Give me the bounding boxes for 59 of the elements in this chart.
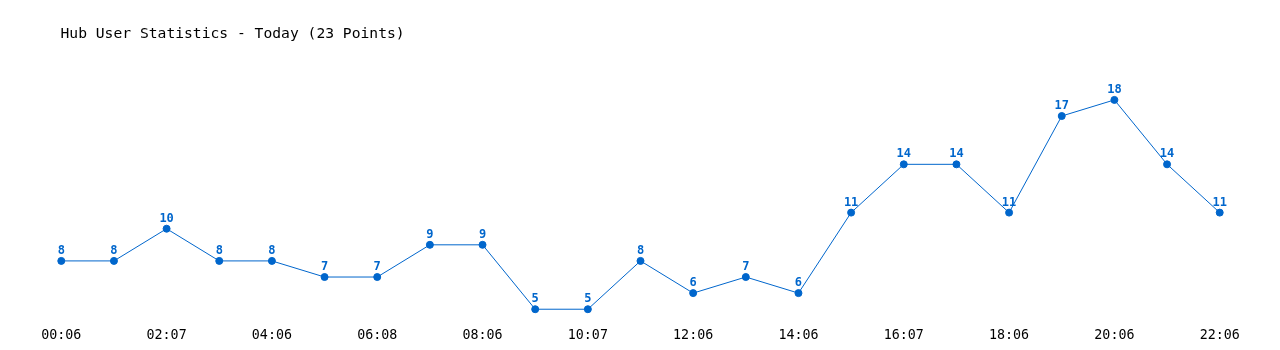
data-label: 8 <box>215 242 223 257</box>
point <box>636 256 645 265</box>
point <box>215 256 224 265</box>
x-tick-label: 10:07 <box>567 326 608 342</box>
data-label: 9 <box>478 226 487 241</box>
x-tick-label: 16:07 <box>883 326 924 342</box>
x-tick-label: 22:06 <box>1199 326 1240 342</box>
data-label: 11 <box>1212 194 1227 209</box>
point <box>267 256 276 265</box>
data-label: 17 <box>1054 98 1069 113</box>
data-label: 8 <box>57 242 65 257</box>
point <box>57 256 66 265</box>
point <box>899 160 908 169</box>
x-tick-label: 00:06 <box>41 326 82 342</box>
point <box>1163 160 1172 169</box>
point <box>109 256 118 265</box>
data-label: 11 <box>1001 194 1017 209</box>
point <box>162 224 171 233</box>
data-label: 14 <box>896 146 911 161</box>
point <box>373 273 382 282</box>
data-label: 8 <box>636 242 645 257</box>
data-label: 6 <box>794 275 803 290</box>
data-label: 7 <box>742 259 750 274</box>
x-tick-label: 18:06 <box>989 326 1030 342</box>
x-tick-label: 02:07 <box>146 326 187 342</box>
data-label: 6 <box>689 275 697 290</box>
data-label: 11 <box>843 194 859 209</box>
point <box>1110 95 1119 104</box>
x-tick-label: 20:06 <box>1094 326 1135 342</box>
x-tick-label: 06:08 <box>357 326 398 342</box>
point <box>531 305 540 314</box>
point <box>478 240 487 249</box>
point <box>952 160 961 169</box>
data-label: 10 <box>159 210 174 225</box>
x-tick-label: 12:06 <box>673 326 714 342</box>
data-label: 8 <box>110 242 118 257</box>
point <box>794 289 803 298</box>
data-label: 7 <box>373 259 381 274</box>
point <box>741 273 750 282</box>
data-label: 14 <box>949 146 964 161</box>
data-label: 14 <box>1159 146 1175 161</box>
point <box>320 273 329 282</box>
point <box>1057 112 1066 121</box>
x-tick-label: 04:06 <box>251 326 292 342</box>
point <box>689 289 698 298</box>
point <box>1005 208 1014 217</box>
point <box>583 305 592 314</box>
data-label: 5 <box>531 291 539 306</box>
point <box>847 208 856 217</box>
x-tick-label: 14:06 <box>778 326 819 342</box>
x-tick-label: 08:06 <box>462 326 503 342</box>
data-label: 9 <box>426 226 434 241</box>
chart-title: Hub User Statistics - Today (23 Points) <box>60 23 405 41</box>
data-label: 8 <box>268 242 276 257</box>
data-label: 5 <box>584 291 592 306</box>
point <box>1215 208 1224 217</box>
point <box>425 240 434 249</box>
data-label: 7 <box>320 259 329 274</box>
data-label: 18 <box>1107 81 1122 96</box>
